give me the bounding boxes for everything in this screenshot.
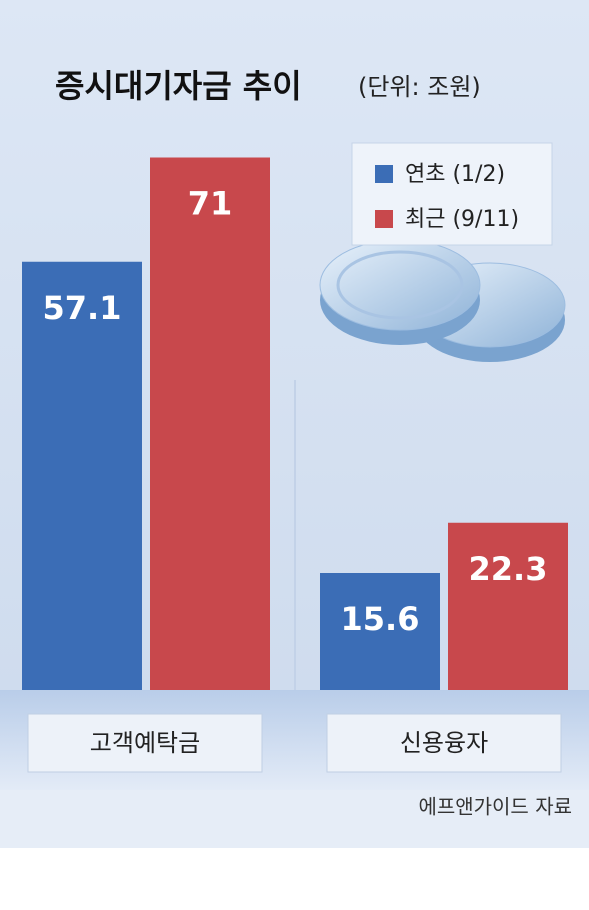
chart-subtitle: (단위: 조원) bbox=[358, 73, 481, 101]
category-box bbox=[27, 713, 263, 773]
bar bbox=[22, 261, 142, 690]
x-tick-label: 고객예탁금 bbox=[90, 729, 200, 757]
chart-title: 증시대기자금 추이 bbox=[55, 67, 302, 105]
value-label: 22.3 bbox=[469, 550, 548, 588]
coins bbox=[319, 239, 566, 362]
bar bbox=[150, 157, 270, 690]
x-tick-label: 신용융자 bbox=[400, 729, 488, 757]
legend-label: 연초 (1/2) bbox=[405, 162, 505, 187]
value-label: 57.1 bbox=[43, 289, 122, 327]
value-label: 71 bbox=[188, 185, 233, 223]
footer-band bbox=[0, 790, 589, 848]
legend-label: 최근 (9/11) bbox=[405, 207, 519, 232]
source: 에프앤가이드 자료 bbox=[418, 795, 572, 819]
legend-swatch bbox=[375, 165, 393, 183]
bar bbox=[320, 573, 440, 690]
value-label: 15.6 bbox=[341, 600, 420, 638]
bar bbox=[448, 522, 568, 690]
category-box bbox=[326, 713, 562, 773]
legend-swatch bbox=[375, 210, 393, 228]
